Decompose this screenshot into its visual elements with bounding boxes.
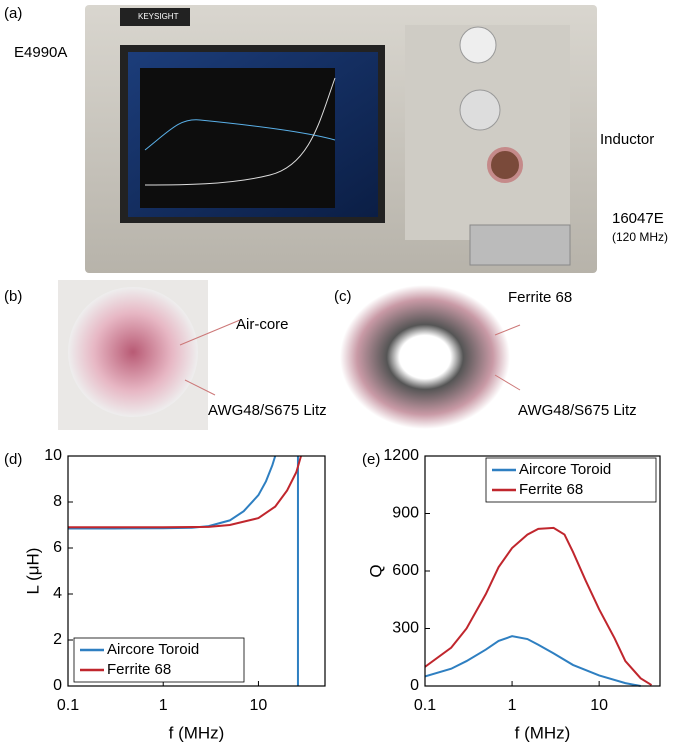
series-line [425,528,652,685]
series-line [68,456,275,528]
legend-label: Aircore Toroid [519,461,611,478]
instrument-photo: KEYSIGHT (a) E4990A Inductor 16047E (120… [4,5,668,273]
page: {"panels": { "a": {"label": "(a)", "bran… [0,0,688,751]
y-tick-label: 4 [53,585,62,602]
x-tick-label: 0.1 [57,697,79,714]
series-line [425,636,641,686]
panel-label: (c) [334,288,352,305]
core-label: Air-core [236,316,289,333]
panel-label: (a) [4,5,22,22]
fixture-photo [470,225,570,265]
y-tick-label: 300 [392,620,419,637]
knob [460,27,496,63]
x-tick-label: 0.1 [414,697,436,714]
y-tick-label: 0 [53,677,62,694]
coil [340,285,510,429]
inductor-photo [489,149,521,181]
nav-pad [460,90,500,130]
wire-label: AWG48/S675 Litz [208,402,327,419]
inductor-label: Inductor [600,131,654,148]
y-axis-title: Q [366,564,385,577]
core-label: Ferrite 68 [508,289,572,306]
fixture-label: 16047E [612,210,664,227]
y-tick-label: 600 [392,562,419,579]
y-tick-label: 10 [44,447,62,464]
figure: KEYSIGHT (a) E4990A Inductor 16047E (120… [0,0,688,751]
y-tick-label: 900 [392,505,419,522]
panel-label: (b) [4,288,22,305]
y-axis-title: L (μH) [23,548,42,595]
instrument-label: E4990A [14,44,67,61]
x-axis-title: f (MHz) [169,723,225,742]
series-line [68,456,301,527]
legend-label: Aircore Toroid [107,641,199,658]
panel-label: (d) [4,451,22,468]
y-tick-label: 6 [53,539,62,556]
brand: KEYSIGHT [138,12,179,21]
x-tick-label: 10 [250,697,268,714]
ferrite-photo: (c) Ferrite 68 AWG48/S675 Litz [334,285,637,429]
coil [68,287,198,417]
x-tick-label: 1 [508,697,517,714]
y-tick-label: 0 [410,677,419,694]
panel-label: (e) [362,451,380,468]
x-tick-label: 10 [590,697,608,714]
legend-label: Ferrite 68 [107,661,171,678]
wire-label: AWG48/S675 Litz [518,402,637,419]
screen-plot [140,68,335,208]
legend-label: Ferrite 68 [519,481,583,498]
aircore-photo: (b) Air-core AWG48/S675 Litz [4,280,327,430]
y-tick-label: 8 [53,493,62,510]
x-axis-title: f (MHz) [515,723,571,742]
y-tick-label: 1200 [383,447,419,464]
y-tick-label: 2 [53,631,62,648]
x-tick-label: 1 [159,697,168,714]
fixture-freq: (120 MHz) [612,230,668,244]
